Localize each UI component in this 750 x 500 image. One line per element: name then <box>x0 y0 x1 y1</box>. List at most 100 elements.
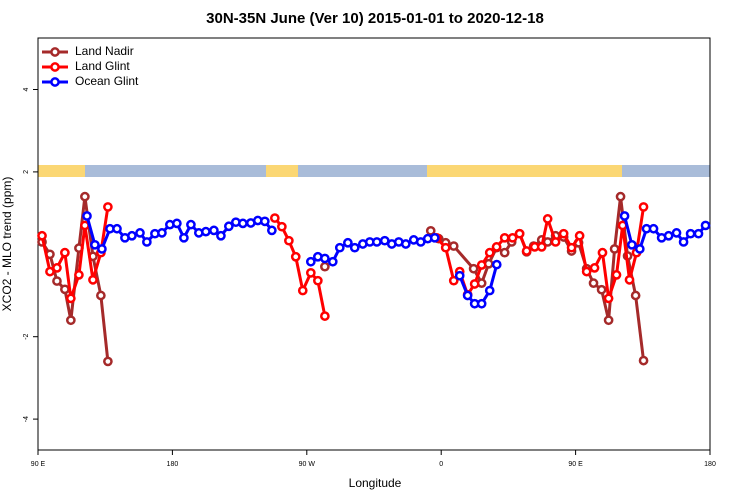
point <box>550 237 561 247</box>
point <box>334 242 345 253</box>
point <box>476 298 487 309</box>
point <box>440 242 451 253</box>
point <box>588 278 599 288</box>
y-axis-label: XCO2 - MLO trend (ppm) <box>0 177 14 312</box>
point <box>209 225 219 236</box>
land-band <box>266 165 298 177</box>
point <box>484 285 495 296</box>
point <box>238 218 248 229</box>
point <box>638 355 649 366</box>
point <box>542 214 553 224</box>
point <box>619 211 630 221</box>
point <box>284 235 294 246</box>
point <box>52 263 62 273</box>
point <box>611 270 622 280</box>
point <box>267 225 277 236</box>
point <box>269 213 280 223</box>
point <box>88 274 98 285</box>
x-tick-label: 180 <box>167 461 179 468</box>
x-tick-label: 180 <box>704 461 716 468</box>
point <box>277 221 287 232</box>
point <box>558 228 569 239</box>
point <box>468 263 479 274</box>
point <box>142 237 152 247</box>
point <box>400 239 411 249</box>
point <box>371 237 382 247</box>
point <box>320 311 330 321</box>
point <box>499 247 510 258</box>
point <box>499 232 510 243</box>
point <box>476 260 487 270</box>
point <box>491 259 502 270</box>
series <box>37 202 649 321</box>
point <box>82 211 92 221</box>
point <box>615 191 626 202</box>
x-tick-label: 90 E <box>31 461 46 468</box>
point <box>327 256 338 267</box>
legend-marker <box>50 77 60 87</box>
point <box>609 244 620 254</box>
point <box>491 242 502 252</box>
legend-marker <box>50 47 60 57</box>
point <box>630 290 641 301</box>
point <box>223 221 234 232</box>
point <box>297 285 308 296</box>
point <box>216 230 226 241</box>
point <box>484 247 495 258</box>
point <box>127 230 137 241</box>
x-axis-label: Longitude <box>349 476 402 490</box>
point <box>186 219 196 230</box>
point <box>52 276 62 286</box>
point <box>624 274 635 285</box>
point <box>80 191 90 202</box>
point <box>157 228 167 238</box>
point <box>45 266 55 277</box>
point <box>603 315 614 326</box>
point <box>60 284 70 295</box>
land-band <box>427 165 622 177</box>
point <box>313 275 323 286</box>
point <box>671 228 682 238</box>
point <box>469 279 480 289</box>
point <box>290 251 301 262</box>
x-tick-label: 90 W <box>299 461 316 468</box>
y-tick-label: 2 <box>23 170 30 174</box>
point <box>60 247 70 258</box>
point <box>305 256 316 267</box>
point <box>603 293 614 304</box>
point <box>638 202 649 212</box>
point <box>305 267 316 278</box>
point <box>596 284 607 295</box>
point <box>521 246 532 256</box>
point <box>66 293 76 304</box>
point <box>320 261 330 272</box>
y-tick-label: -2 <box>23 333 30 339</box>
point <box>343 237 353 248</box>
point <box>201 226 211 237</box>
series <box>82 211 711 309</box>
point <box>37 230 47 241</box>
y-tick-label: -4 <box>23 416 30 422</box>
point <box>66 315 76 326</box>
point <box>96 290 106 301</box>
point <box>514 228 525 239</box>
point <box>135 228 145 238</box>
legend-label: Ocean Glint <box>75 74 139 88</box>
point <box>448 275 459 286</box>
point <box>349 242 360 253</box>
point <box>648 223 659 234</box>
point <box>507 232 518 243</box>
point <box>597 247 608 258</box>
point <box>700 220 711 231</box>
point <box>425 225 436 236</box>
point <box>259 216 270 227</box>
point <box>172 218 182 229</box>
point <box>448 241 459 251</box>
point <box>103 356 113 367</box>
point <box>678 237 689 247</box>
x-tick-label: 0 <box>439 461 443 468</box>
point <box>566 242 577 253</box>
point <box>581 266 592 277</box>
legend-label: Land Nadir <box>75 44 134 58</box>
